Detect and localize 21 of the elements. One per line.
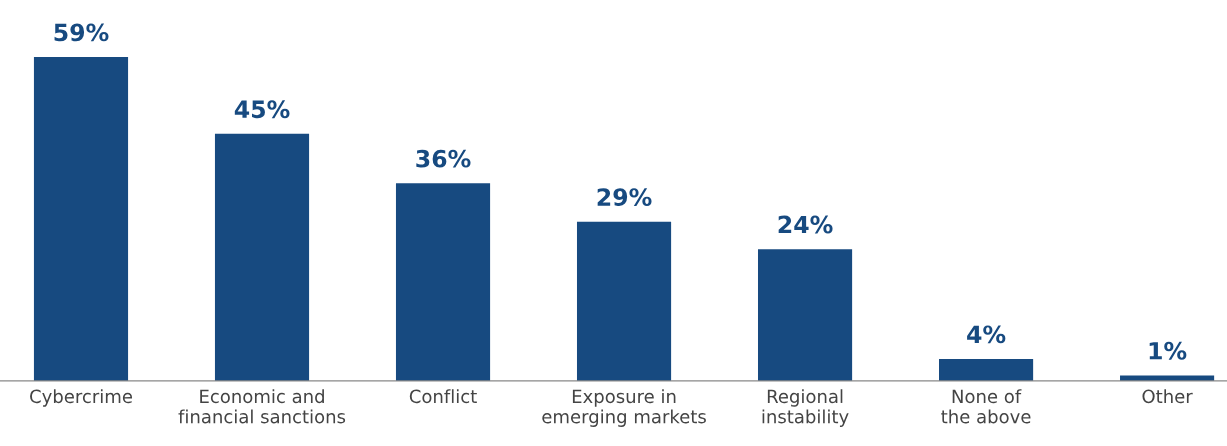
bar (214, 133, 310, 381)
data-label: 1% (1149, 341, 1187, 360)
data-label: 59% (54, 23, 109, 42)
x-tick-label: Regional instability (762, 389, 849, 427)
x-tick-label: Cybercrime (30, 389, 133, 407)
data-label: 24% (778, 215, 833, 234)
data-label: 36% (416, 149, 471, 168)
x-tick-label: Other (1142, 389, 1193, 404)
data-label: 29% (597, 188, 652, 206)
x-tick-label: None of the above (941, 389, 1031, 424)
x-tick-label: Conflict (409, 389, 477, 404)
x-tick-label: Economic and financial sanctions (178, 389, 346, 424)
bar (33, 57, 129, 381)
bar (395, 183, 491, 381)
data-label: 45% (234, 100, 290, 119)
bar (1120, 375, 1215, 381)
x-tick-label: Exposure in emerging markets (542, 389, 706, 427)
bar (939, 358, 1034, 381)
bar (576, 221, 672, 381)
bar (757, 249, 853, 381)
data-label: 4% (967, 325, 1006, 344)
